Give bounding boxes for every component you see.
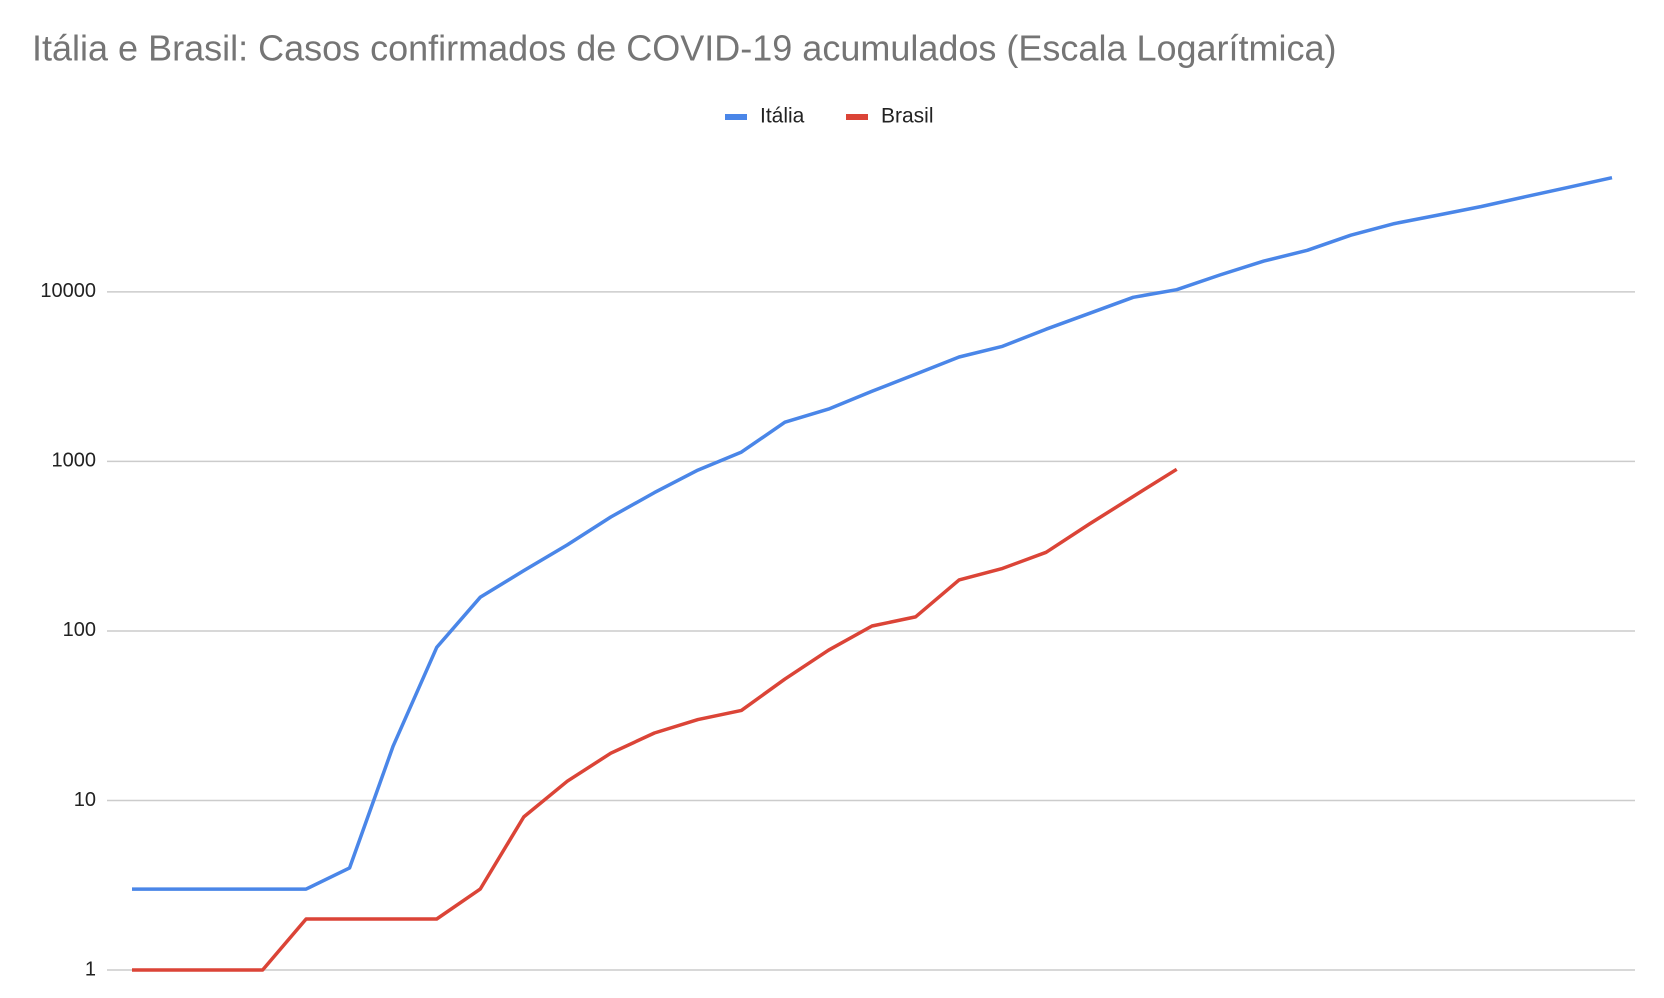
legend-label: Brasil xyxy=(881,105,934,128)
series-line xyxy=(132,175,1613,891)
y-tick-label: 10000 xyxy=(40,280,96,302)
series-line xyxy=(132,467,1178,972)
y-tick-label: 100 xyxy=(63,619,96,641)
y-tick-label: 10 xyxy=(74,789,96,811)
y-tick-label: 1000 xyxy=(52,450,97,472)
legend-label: Itália xyxy=(760,105,805,128)
chart-title: Itália e Brasil: Casos confirmados de CO… xyxy=(32,28,1337,69)
y-tick-label: 1 xyxy=(85,958,96,980)
